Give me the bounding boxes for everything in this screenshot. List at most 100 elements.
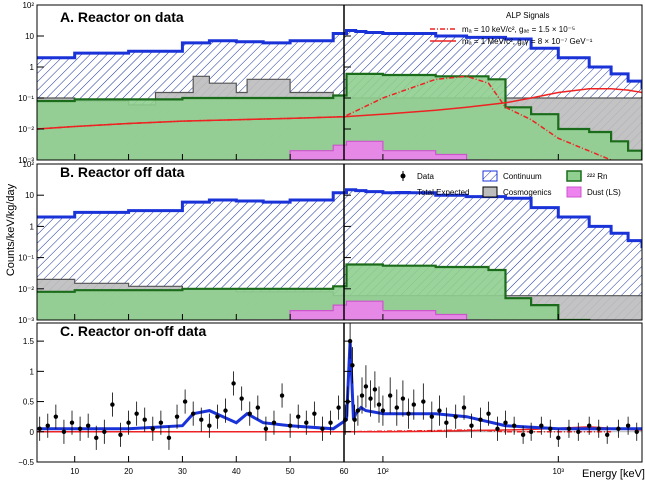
y-tick-label: 10² xyxy=(22,160,34,169)
x-tick-label: 40 xyxy=(232,467,241,476)
total-expected-line xyxy=(37,188,642,249)
total-expected-line xyxy=(37,29,642,89)
data-point xyxy=(495,426,500,431)
data-point xyxy=(429,414,435,419)
alp-legend: ALP Signals mₐ = 10 keV/c², gₐₑ = 1.5 × … xyxy=(430,11,593,46)
panel-reactor-off: 10⁻³ 10⁻² 10⁻¹ 1 10 10² xyxy=(18,160,643,325)
data-legend-marker xyxy=(400,173,406,179)
y-tick-label: 10⁻² xyxy=(18,125,34,134)
data-point xyxy=(312,411,317,416)
data-point xyxy=(528,429,534,434)
x-tick-label: 10 xyxy=(70,467,79,476)
data-point xyxy=(352,417,357,422)
data-point xyxy=(616,426,621,431)
data-point xyxy=(69,420,75,425)
data-point xyxy=(215,414,220,419)
dust-legend-swatch xyxy=(566,186,582,198)
plot-area xyxy=(37,188,642,320)
dust-legend-label: Dust (LS) xyxy=(587,188,621,197)
x-tick-label: 10² xyxy=(377,467,389,476)
data-point xyxy=(503,420,508,425)
data-point xyxy=(190,411,196,416)
rn222-legend-label: ²²² Rn xyxy=(587,172,607,181)
data-point xyxy=(110,402,115,407)
data-point xyxy=(207,423,212,428)
y-tick-label: 10² xyxy=(22,1,34,10)
data-point xyxy=(304,420,309,425)
y-tick-label: 10⁻¹ xyxy=(18,94,34,103)
dust-line xyxy=(235,300,490,320)
rn222-area xyxy=(37,264,642,320)
data-point xyxy=(548,426,553,431)
data-point xyxy=(605,432,610,438)
panel-b-title: B. Reactor off data xyxy=(60,164,185,180)
data-point xyxy=(511,423,517,428)
data-point xyxy=(61,429,67,434)
data-point xyxy=(279,393,285,398)
x-axis-label: Energy [keV] xyxy=(582,468,645,480)
data-point xyxy=(134,411,139,416)
data-point xyxy=(166,435,172,441)
data-point xyxy=(444,420,449,425)
data-point xyxy=(453,414,458,419)
dust-line xyxy=(235,140,490,160)
data-point xyxy=(45,423,50,428)
alp-legend-title: ALP Signals xyxy=(506,11,549,20)
panel-frame xyxy=(36,322,643,463)
data-point xyxy=(77,426,83,431)
y-tick-label: 1 xyxy=(30,367,35,376)
data-point xyxy=(255,405,261,410)
data-point xyxy=(199,417,204,422)
x-tick-label: 10³ xyxy=(553,467,565,476)
data-point xyxy=(118,432,123,438)
data-point xyxy=(387,393,393,398)
data-point xyxy=(126,420,131,425)
data-point xyxy=(406,411,411,416)
continuum-legend-swatch xyxy=(482,170,498,182)
cosmogenics-legend-label: Cosmogenics xyxy=(503,188,551,197)
total-legend-label: Total Expected xyxy=(417,188,469,197)
data-point xyxy=(469,423,474,428)
data-point xyxy=(142,417,147,422)
alp2-legend-label: mₐ = 1 MeV/c², gₐγ = 8 × 10⁻⁷ GeV⁻¹ xyxy=(462,37,593,46)
y-tick-label: 1 xyxy=(30,222,35,231)
x-tick-label: 20 xyxy=(124,467,133,476)
data-point xyxy=(287,423,293,428)
y-tick-label: 1 xyxy=(30,63,35,72)
y-tick-label: 10 xyxy=(25,32,34,41)
data-point xyxy=(359,393,365,398)
data-point xyxy=(223,408,228,413)
y-tick-label: 10⁻³ xyxy=(18,156,34,165)
y-tick-label: 10 xyxy=(25,191,34,200)
data-point xyxy=(263,426,269,431)
total-expected-line xyxy=(37,341,642,431)
data-point xyxy=(320,426,325,431)
data-point xyxy=(634,429,639,434)
data-point xyxy=(461,405,467,410)
data-point xyxy=(239,396,244,401)
data-point xyxy=(271,420,277,425)
rn222-line xyxy=(37,72,642,160)
x-tick-label: 60 xyxy=(340,467,349,476)
data-point xyxy=(566,426,572,431)
data-point xyxy=(368,396,373,401)
panel-reactor-on-off: −0.5 0 0.5 1 1.5 10 20 30 40 50 60 10² 10³ xyxy=(18,322,643,476)
data-point xyxy=(182,399,188,404)
panel-reactor-on: 10⁻³ 10⁻² 10⁻¹ 1 10 10² xyxy=(18,1,643,165)
cosmogenics-legend-swatch xyxy=(482,186,498,198)
plot-area xyxy=(37,323,642,450)
data-point xyxy=(150,426,155,431)
data-point xyxy=(85,423,91,428)
alp-1mev-line xyxy=(37,87,642,130)
panel-c-title: C. Reactor on-off data xyxy=(60,323,206,339)
data-point xyxy=(363,384,369,389)
component-legend: Data Total Expected Continuum Cosmogenic… xyxy=(395,170,621,198)
data-point xyxy=(102,429,107,434)
data-point xyxy=(328,420,333,425)
data-point xyxy=(394,405,400,410)
y-axis-label: Counts/keV/kg/day xyxy=(5,183,17,276)
data-point xyxy=(53,414,59,419)
dust-area xyxy=(37,301,642,320)
dust-area xyxy=(37,141,642,160)
